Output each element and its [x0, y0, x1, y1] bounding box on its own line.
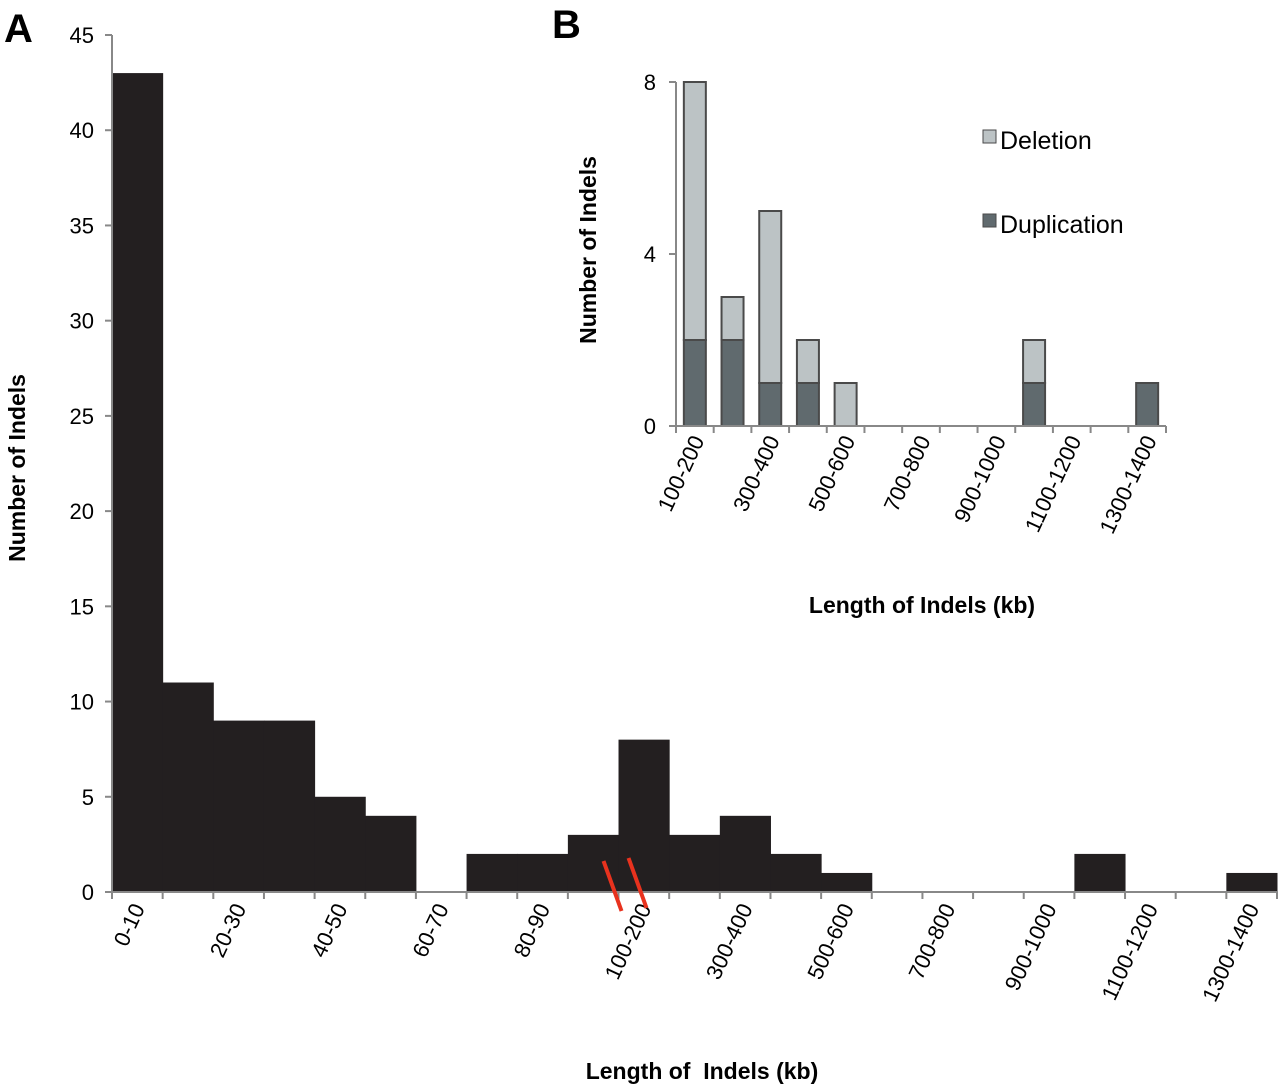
chart-b-y-tick-label-0: 0 — [644, 414, 656, 439]
x-tick-label-900-1000: 900-1000 — [1000, 900, 1062, 995]
legend-swatch-deletion — [982, 129, 997, 144]
chart-a-x-axis-title: Length of Indels (kb) — [586, 1058, 819, 1084]
bar-500-600 — [821, 872, 873, 892]
y-tick-label-0: 0 — [82, 880, 94, 905]
bar-deletion-100-200 — [682, 81, 707, 341]
y-tick-label-30: 30 — [70, 309, 94, 334]
y-tick-label-15: 15 — [70, 594, 94, 619]
bar-100-200 — [618, 739, 670, 892]
chart-b-x-tick-label-300-400: 300-400 — [728, 432, 785, 516]
chart-b-x-tick-label-1300-1400: 1300-1400 — [1095, 432, 1162, 538]
bar-80-90 — [517, 853, 569, 892]
x-tick-label-80-90: 80-90 — [509, 900, 555, 962]
legend-swatch-duplication — [982, 213, 997, 228]
x-tick-label-300-400: 300-400 — [701, 900, 758, 984]
x-tick-label-20-30: 20-30 — [205, 900, 251, 962]
x-tick-label-700-800: 700-800 — [904, 900, 961, 984]
bar-70-80 — [466, 853, 518, 892]
legend-label-duplication: Duplication — [1000, 211, 1124, 239]
bar-duplication-200-300 — [720, 339, 745, 427]
bar-duplication-1000-1100 — [1022, 382, 1047, 427]
bar-40-50 — [314, 796, 366, 892]
chart-b-x-tick-label-1100-1200: 1100-1200 — [1020, 432, 1086, 536]
chart-b-y-tick-label-4: 4 — [644, 242, 656, 267]
x-tick-label-100-200: 100-200 — [600, 900, 657, 984]
chart-b-legend: Deletion Duplication — [982, 127, 1124, 239]
y-tick-label-25: 25 — [70, 404, 94, 429]
bar-300-400 — [719, 815, 771, 892]
bar-duplication-300-400 — [758, 382, 783, 427]
x-tick-label-40-50: 40-50 — [306, 900, 352, 962]
bar-1300-1400 — [1226, 872, 1278, 892]
axis-break-mark-right — [626, 857, 649, 909]
panel-b-label: B — [552, 3, 581, 47]
bar-10-20 — [162, 682, 214, 892]
y-tick-label-45: 45 — [70, 23, 94, 48]
chart-b-x-tick-label-500-600: 500-600 — [803, 432, 860, 516]
chart-b-y-tick-label-8: 8 — [644, 70, 656, 95]
y-tick-label-35: 35 — [70, 213, 94, 238]
bar-deletion-200-300 — [720, 296, 745, 341]
bar-20-30 — [213, 720, 265, 892]
x-tick-label-60-70: 60-70 — [407, 900, 453, 962]
x-tick-label-1100-1200: 1100-1200 — [1096, 900, 1162, 1004]
y-tick-label-10: 10 — [70, 690, 94, 715]
chart-a-y-axis-title: Number of Indels — [4, 374, 30, 562]
x-tick-label-0-10: 0-10 — [109, 900, 150, 950]
legend-label-deletion: Deletion — [1000, 127, 1092, 155]
axis-break-mark-left — [601, 860, 624, 912]
y-tick-label-5: 5 — [82, 785, 94, 810]
x-tick-label-1300-1400: 1300-1400 — [1197, 900, 1264, 1006]
chart-b-x-tick-label-700-800: 700-800 — [879, 432, 936, 516]
chart-b-y-axis-title: Number of Indels — [575, 156, 601, 344]
bar-deletion-400-500 — [795, 339, 820, 384]
chart-b-x-tick-label-900-1000: 900-1000 — [949, 432, 1011, 527]
bar-30-40 — [263, 720, 316, 892]
x-tick-label-500-600: 500-600 — [802, 900, 859, 984]
bar-duplication-100-200 — [682, 339, 707, 427]
bar-0-10 — [112, 73, 164, 893]
bar-1000-1100 — [1074, 853, 1126, 892]
chart-b-x-tick-label-100-200: 100-200 — [653, 432, 710, 516]
bar-deletion-500-600 — [833, 382, 858, 427]
bar-200-300 — [669, 834, 721, 892]
bar-duplication-400-500 — [795, 382, 820, 427]
bar-deletion-300-400 — [758, 210, 783, 384]
panel-a-label: A — [4, 7, 33, 51]
bar-400-500 — [770, 853, 822, 892]
bar-50-60 — [365, 815, 417, 892]
y-tick-label-20: 20 — [70, 499, 94, 524]
bar-deletion-1000-1100 — [1022, 339, 1047, 384]
chart-b-x-axis-title: Length of Indels (kb) — [809, 592, 1035, 618]
y-tick-label-40: 40 — [70, 118, 94, 143]
bar-duplication-1300-1400 — [1135, 382, 1160, 427]
